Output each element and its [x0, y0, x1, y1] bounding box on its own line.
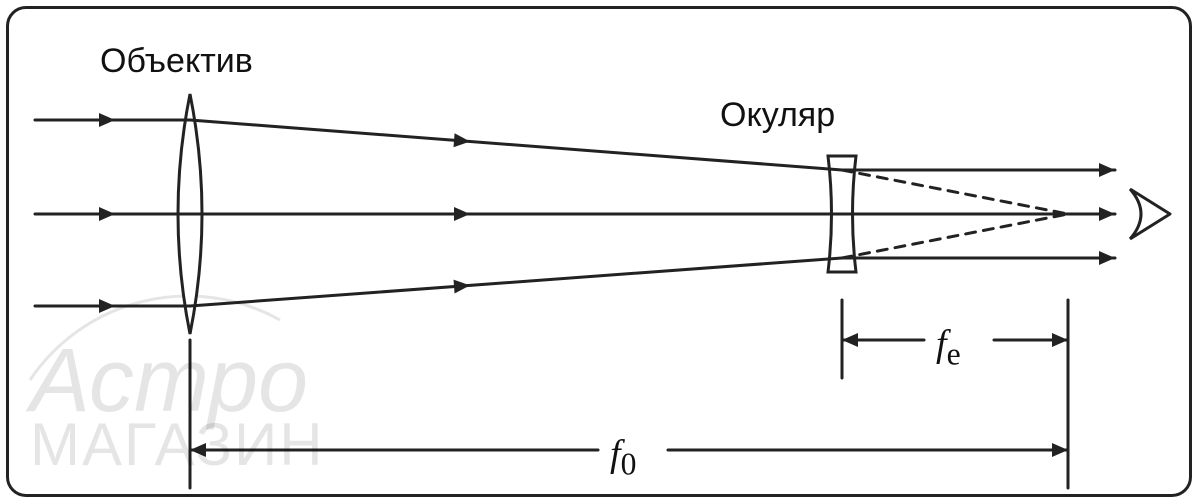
eyepiece-label: Окуляр: [720, 96, 835, 135]
objective-label: Объектив: [100, 42, 253, 81]
f0-dimension-label: f0: [610, 432, 636, 483]
fe-dimension-label: fe: [936, 322, 961, 373]
